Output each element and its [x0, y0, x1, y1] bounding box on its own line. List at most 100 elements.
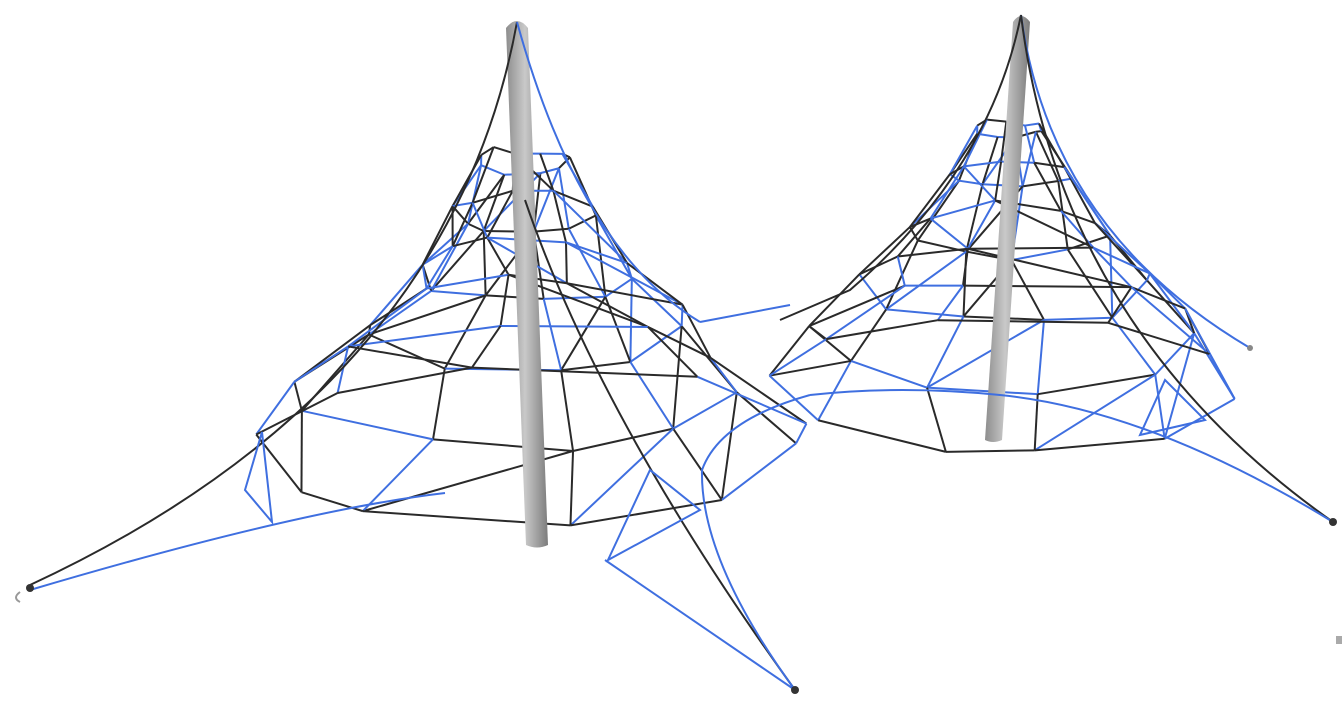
net-rope — [680, 304, 684, 327]
net-rope — [452, 236, 488, 248]
net-rope — [808, 325, 827, 340]
net-rope — [945, 449, 1035, 453]
right-pole — [985, 16, 1030, 442]
net-rope — [369, 264, 424, 326]
net-rope — [565, 241, 628, 264]
net-rope — [471, 202, 489, 238]
net-rope — [451, 202, 474, 247]
net-rope — [467, 164, 483, 224]
net-rope — [949, 125, 979, 175]
net-rope — [909, 179, 960, 228]
net-rope — [1154, 374, 1166, 439]
net-rope — [1109, 235, 1114, 318]
net-rope — [1130, 286, 1211, 355]
rope — [29, 21, 518, 586]
net-rope — [626, 262, 633, 280]
net-rope — [768, 338, 827, 377]
rope — [604, 559, 796, 691]
net-rope — [647, 326, 699, 378]
net-rope — [629, 325, 683, 363]
rope — [243, 431, 274, 526]
net-rope — [1057, 180, 1069, 250]
net-rope — [917, 180, 960, 242]
net-rope — [1107, 286, 1133, 324]
net-rope — [426, 273, 509, 290]
net-rope — [709, 357, 807, 425]
net-rope — [631, 278, 683, 327]
net-rope — [981, 136, 999, 185]
net-rope — [552, 190, 567, 243]
net-rope — [896, 256, 906, 286]
net-rope — [1092, 246, 1133, 288]
net-rope — [817, 360, 852, 421]
net-rope — [604, 296, 632, 363]
net-rope — [909, 217, 931, 228]
net-rope — [1164, 397, 1236, 440]
net-rope — [1154, 332, 1195, 376]
net-rope — [566, 282, 683, 306]
net-rope — [1010, 259, 1045, 321]
rope — [700, 394, 811, 691]
net-rope — [1034, 437, 1165, 452]
net-rope — [543, 295, 606, 300]
net-rope — [595, 214, 633, 280]
net-rope — [897, 247, 968, 258]
net-rope — [1033, 394, 1039, 451]
net-rope — [1208, 353, 1236, 400]
net-rope — [471, 366, 698, 378]
net-rope — [430, 223, 469, 292]
net-rope — [552, 190, 628, 264]
rope — [1138, 378, 1207, 437]
rope — [516, 21, 701, 323]
net-rope — [1036, 319, 1045, 395]
net-rope — [431, 289, 486, 297]
net-rope — [482, 230, 487, 296]
net-rope — [1038, 123, 1066, 168]
net-rope — [949, 173, 960, 182]
net-rope — [647, 326, 711, 359]
net-rope — [1043, 316, 1113, 321]
net-rope — [368, 333, 446, 370]
net-rope — [480, 146, 495, 156]
net-rope — [362, 438, 434, 512]
net-rope — [482, 174, 506, 232]
net-rope — [721, 442, 797, 501]
net-rope — [1107, 321, 1210, 355]
net-rope — [594, 215, 607, 297]
net-rope — [962, 284, 1132, 289]
anchor-hook — [15, 591, 21, 603]
net-rope — [557, 168, 570, 229]
net-rope — [336, 346, 350, 394]
net-rope — [1034, 131, 1060, 182]
net-rope — [909, 173, 951, 228]
net-rope — [965, 183, 984, 252]
net-rope — [769, 359, 852, 377]
net-rope — [850, 360, 928, 389]
net-rope — [255, 381, 296, 436]
net-rope — [540, 167, 560, 175]
net-rope — [467, 222, 485, 232]
net-rope — [629, 361, 675, 430]
net-rope — [967, 246, 1094, 250]
net-rope — [1060, 209, 1096, 224]
net-rope — [1034, 161, 1065, 169]
net-rope — [347, 345, 473, 369]
net-rope — [301, 409, 434, 441]
net-rope — [736, 391, 797, 445]
net-rope — [604, 277, 633, 298]
net-rope — [293, 381, 303, 412]
rope — [524, 199, 796, 691]
net-rope — [897, 217, 932, 258]
net-rope — [929, 165, 965, 220]
net-rope — [472, 189, 514, 204]
net-rope — [929, 217, 969, 250]
net-rope — [425, 245, 454, 290]
net-rope — [850, 308, 887, 362]
net-rope — [930, 199, 996, 220]
net-rope — [817, 419, 947, 453]
net-rope — [421, 205, 454, 266]
net-rope — [963, 160, 1002, 168]
net-rope — [795, 423, 808, 444]
net-rope — [1146, 279, 1195, 334]
net-rope — [368, 294, 486, 336]
